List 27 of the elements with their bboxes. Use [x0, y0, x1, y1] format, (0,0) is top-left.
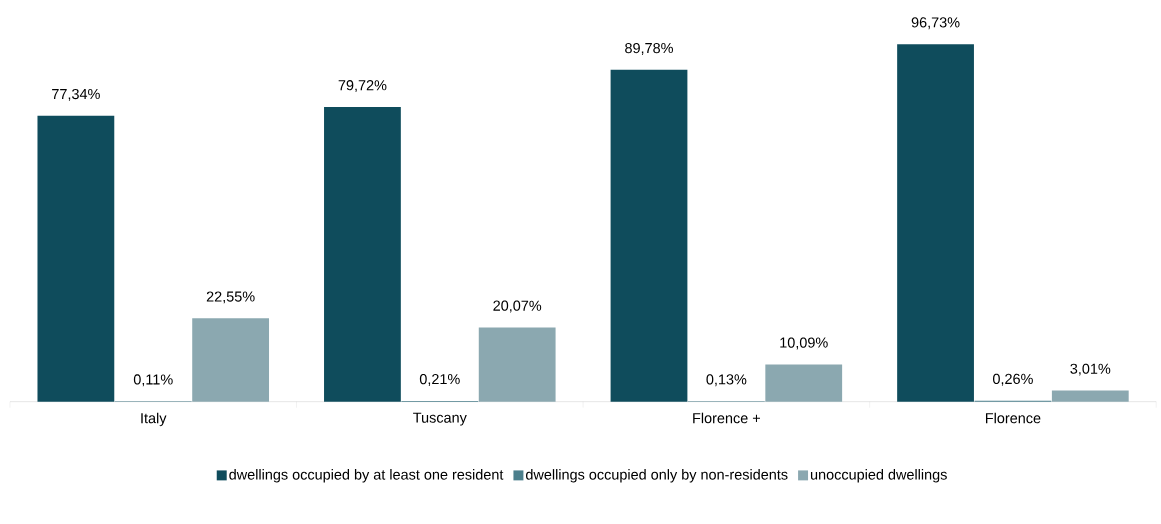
x-tick-label: Florence +	[693, 412, 760, 424]
data-label: 10,09%	[780, 337, 828, 350]
data-label: 79,72%	[338, 79, 387, 92]
data-label: 0,26%	[992, 373, 1033, 386]
legend-label: dwellings occupied by at least one resident	[229, 468, 504, 483]
data-label: 22,55%	[206, 291, 255, 304]
x-tick-label: Florence	[985, 412, 1041, 424]
bar	[324, 106, 401, 402]
x-tick-label: Italy	[141, 412, 167, 427]
data-label: 0,21%	[419, 373, 460, 386]
bar	[765, 364, 843, 402]
legend-label: dwellings occupied only by non-residents	[526, 468, 788, 483]
data-label: 96,73%	[911, 17, 960, 30]
x-tick-label: Tuscany	[413, 412, 467, 426]
bar	[1051, 390, 1129, 402]
legend-label: unoccupied dwellings	[810, 468, 947, 483]
bar	[897, 44, 974, 402]
data-label: 20,07%	[493, 300, 542, 313]
data-label: 3,01%	[1070, 363, 1111, 376]
data-label: 77,34%	[52, 88, 100, 101]
bar	[37, 115, 115, 402]
data-label: 0,13%	[706, 374, 747, 387]
data-label: 89,78%	[625, 42, 673, 55]
bar	[192, 318, 270, 402]
data-label: 0,11%	[133, 374, 173, 387]
bar	[610, 69, 688, 402]
bar	[478, 327, 556, 402]
